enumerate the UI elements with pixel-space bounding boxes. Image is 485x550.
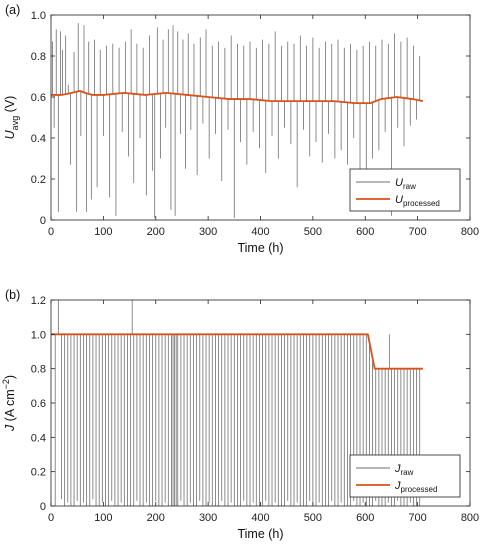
legend-subscript: raw <box>401 468 414 477</box>
x-tick-label: 300 <box>199 226 217 238</box>
x-tick-label: 0 <box>48 512 54 524</box>
y-axis-label: J (A cm−2) <box>1 375 17 432</box>
chart-panel-1: 0 100 200 300 400 500 600 700 800 0 0.2 0.4 0.6 0.8 1.… <box>3 3 479 255</box>
panel-label: (a) <box>5 3 20 17</box>
x-tick-label: 700 <box>408 512 426 524</box>
x-tick-label: 800 <box>461 226 479 238</box>
series-processed-line <box>51 333 423 370</box>
legend-symbol: J <box>394 463 401 475</box>
x-tick-label: 600 <box>356 226 374 238</box>
x-axis-label: Time (h) <box>237 527 283 541</box>
x-tick-label: 600 <box>356 512 374 524</box>
y-tick-label: 1.2 <box>31 295 46 307</box>
x-tick-label: 0 <box>48 226 54 238</box>
y-axis-label-unit: (A cm <box>3 389 17 424</box>
legend-symbol: U <box>395 177 403 189</box>
y-axis-label-subscript: avg <box>10 116 20 131</box>
y-tick-label: 1.0 <box>31 10 46 22</box>
legend-box <box>349 168 461 212</box>
y-tick-label: 0.2 <box>31 467 46 479</box>
y-tick-label: 0.4 <box>31 432 46 444</box>
y-tick-label: 0 <box>40 215 46 227</box>
x-tick-label: 100 <box>94 226 112 238</box>
y-tick-label: 0 <box>40 501 46 513</box>
series-processed-line <box>51 89 424 105</box>
x-tick-label: 800 <box>461 512 479 524</box>
y-axis-label-unit: (V) <box>3 96 17 116</box>
legend-subscript: processed <box>401 485 438 494</box>
y-axis-label-symbol: U <box>3 129 17 139</box>
legend-entry-label: Jprocessed <box>394 480 437 494</box>
x-tick-label: 200 <box>147 226 165 238</box>
y-tick-label: 0.8 <box>31 364 46 376</box>
y-tick-label: 0.8 <box>31 51 46 63</box>
y-tick-label: 0.6 <box>31 92 46 104</box>
legend-symbol: U <box>395 194 403 206</box>
series-raw-baseline <box>51 333 423 370</box>
chart-panel-2: 0 100 200 300 400 500 600 700 800 0 0.2 0.4 0.6 0.8 1.… <box>1 288 479 541</box>
y-axis-label-close: ) <box>3 375 17 379</box>
y-axis-label: Uavg (V) <box>3 96 20 140</box>
legend-symbol: J <box>394 480 401 492</box>
y-axis-label-superscript: −2 <box>1 379 11 389</box>
y-tick-label: 0.4 <box>31 133 46 145</box>
y-tick-label: 1.0 <box>31 329 46 341</box>
x-tick-label: 200 <box>147 512 165 524</box>
legend-subscript: raw <box>403 182 416 191</box>
x-tick-label: 400 <box>251 226 269 238</box>
legend-subscript: processed <box>403 199 440 208</box>
y-tick-label: 0.6 <box>31 398 46 410</box>
legend-entry-label: Jraw <box>394 463 414 477</box>
legend-entry-label: Uraw <box>395 177 416 191</box>
y-axis-label-symbol: J <box>3 424 17 432</box>
x-axis-label: Time (h) <box>237 241 283 255</box>
legend-entry-label: Uprocessed <box>395 194 440 208</box>
y-tick-label: 0.2 <box>31 174 46 186</box>
x-tick-label: 500 <box>304 512 322 524</box>
legend-box <box>349 454 461 498</box>
panel-label: (b) <box>5 288 20 302</box>
x-tick-label: 100 <box>94 512 112 524</box>
x-tick-label: 500 <box>304 226 322 238</box>
x-tick-label: 300 <box>199 512 217 524</box>
x-tick-label: 400 <box>251 512 269 524</box>
x-tick-label: 700 <box>408 226 426 238</box>
